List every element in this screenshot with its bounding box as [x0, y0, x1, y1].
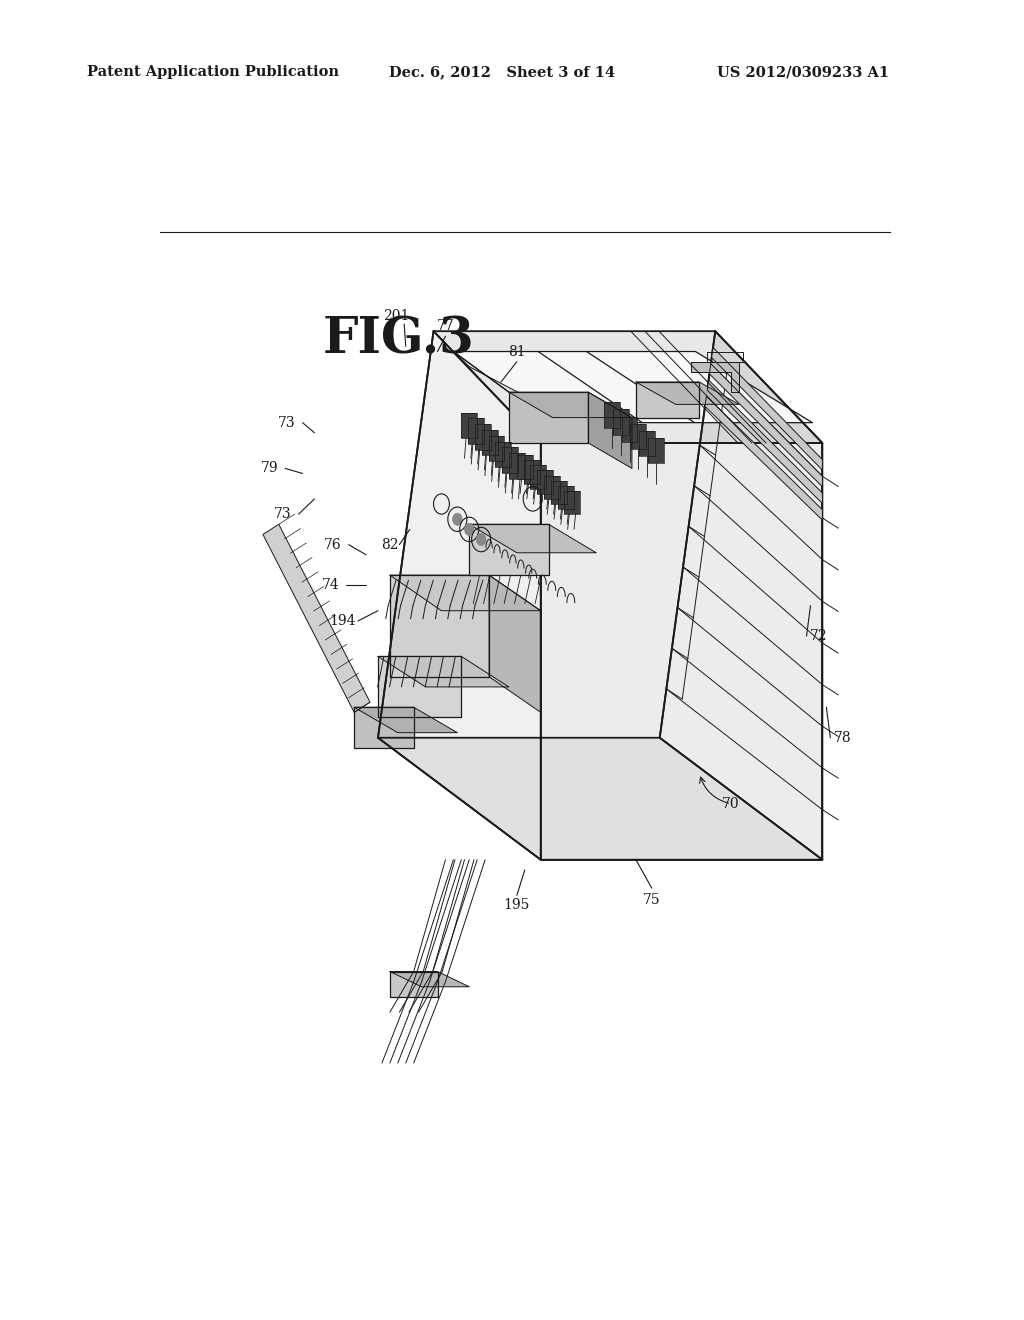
Text: 73: 73: [274, 507, 292, 521]
Polygon shape: [659, 331, 822, 859]
Polygon shape: [613, 409, 629, 434]
Polygon shape: [509, 453, 524, 479]
Polygon shape: [390, 972, 437, 997]
Polygon shape: [509, 392, 588, 444]
Text: 195: 195: [504, 899, 530, 912]
Polygon shape: [551, 480, 566, 504]
Polygon shape: [691, 362, 739, 392]
Polygon shape: [502, 447, 518, 473]
Circle shape: [453, 513, 462, 525]
Polygon shape: [523, 461, 540, 483]
Polygon shape: [378, 738, 822, 859]
Polygon shape: [509, 392, 632, 417]
Polygon shape: [378, 656, 509, 686]
Polygon shape: [481, 430, 498, 455]
Polygon shape: [469, 524, 596, 553]
Text: US 2012/0309233 A1: US 2012/0309233 A1: [717, 65, 889, 79]
Text: 79: 79: [260, 462, 279, 475]
Polygon shape: [454, 351, 566, 422]
Polygon shape: [496, 442, 511, 467]
Polygon shape: [558, 486, 573, 510]
Polygon shape: [604, 403, 620, 428]
Polygon shape: [390, 576, 541, 611]
Polygon shape: [588, 392, 632, 469]
Text: 73: 73: [278, 416, 296, 430]
Polygon shape: [378, 331, 541, 859]
Polygon shape: [636, 381, 739, 404]
Text: 70: 70: [722, 797, 740, 810]
Text: 76: 76: [324, 537, 342, 552]
Polygon shape: [390, 576, 489, 677]
Circle shape: [465, 523, 474, 536]
Polygon shape: [378, 656, 461, 718]
Text: 81: 81: [508, 345, 525, 359]
Polygon shape: [564, 491, 581, 515]
Text: 77: 77: [436, 319, 455, 333]
Text: Dec. 6, 2012   Sheet 3 of 14: Dec. 6, 2012 Sheet 3 of 14: [389, 65, 615, 79]
Polygon shape: [475, 424, 490, 450]
Polygon shape: [712, 347, 822, 470]
Text: Patent Application Publication: Patent Application Publication: [87, 65, 339, 79]
Polygon shape: [648, 438, 664, 463]
Text: 194: 194: [329, 614, 355, 628]
Polygon shape: [469, 524, 549, 576]
Polygon shape: [530, 466, 547, 488]
Text: 78: 78: [834, 731, 851, 744]
Polygon shape: [354, 708, 414, 748]
Polygon shape: [639, 430, 655, 457]
Polygon shape: [708, 380, 822, 503]
Polygon shape: [631, 424, 646, 449]
Polygon shape: [461, 412, 477, 438]
Polygon shape: [544, 475, 560, 499]
Polygon shape: [263, 524, 370, 713]
Text: 75: 75: [643, 894, 660, 907]
Polygon shape: [468, 418, 484, 444]
Polygon shape: [390, 972, 469, 987]
Polygon shape: [710, 364, 822, 487]
Polygon shape: [541, 444, 822, 859]
Polygon shape: [489, 576, 541, 713]
Text: 74: 74: [322, 578, 339, 593]
Circle shape: [476, 533, 486, 545]
Polygon shape: [454, 351, 812, 422]
Polygon shape: [433, 331, 822, 444]
Polygon shape: [538, 470, 553, 494]
Polygon shape: [622, 417, 638, 442]
Polygon shape: [378, 331, 715, 738]
Polygon shape: [488, 436, 505, 461]
Polygon shape: [354, 708, 458, 733]
Text: 72: 72: [810, 630, 827, 643]
Text: FIG.3: FIG.3: [323, 315, 474, 364]
Polygon shape: [705, 396, 822, 520]
Polygon shape: [517, 455, 532, 479]
Text: 201: 201: [383, 309, 410, 323]
Text: 82: 82: [381, 537, 398, 552]
Polygon shape: [636, 381, 699, 417]
